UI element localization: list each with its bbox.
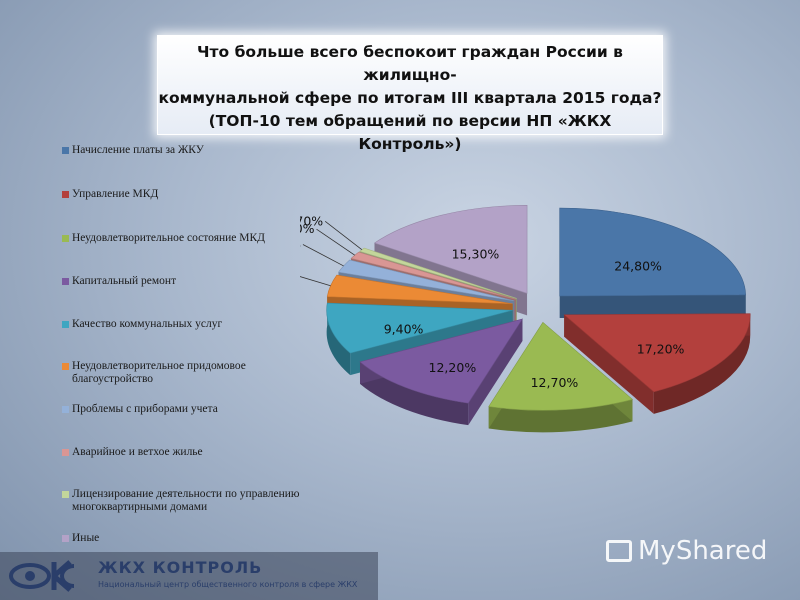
pie-label-3: 12,20% (429, 360, 477, 375)
watermark: MyShared (606, 536, 767, 566)
legend-swatch-9 (62, 535, 69, 542)
myshared-logo-icon (606, 540, 632, 562)
footer-banner: ЖКХ КОНТРОЛЬ Национальный центр обществе… (0, 552, 378, 600)
watermark-text: MyShared (638, 536, 768, 566)
legend-item-3: Капитальный ремонт (62, 275, 307, 288)
pie-label-6: 2,40% (300, 236, 301, 251)
legend-label-1: Управление МКД (72, 188, 159, 200)
chart-title-line-1: Что больше всего беспокоит граждан Росси… (197, 43, 623, 84)
leader-line-6 (302, 244, 344, 267)
legend-swatch-0 (62, 147, 69, 154)
legend-item-1: Управление МКД (62, 188, 307, 201)
legend-swatch-8 (62, 491, 69, 498)
leader-line-7 (316, 228, 356, 256)
pie-slice-2 (488, 321, 634, 433)
legend-label-9: Иные (72, 532, 100, 544)
legend-swatch-6 (62, 406, 69, 413)
legend-label-0: Начисление платы за ЖКУ (72, 144, 204, 156)
pie-label-8: 0,70% (300, 213, 323, 228)
pie-label-7: 1,30% (300, 221, 315, 236)
legend-label-2: Неудовлетворительное состояние МКД (72, 232, 266, 244)
legend-swatch-2 (62, 235, 69, 242)
pie-label-2: 12,70% (531, 375, 579, 390)
footer-title: ЖКХ КОНТРОЛЬ (98, 558, 263, 577)
legend-item-4: Качество коммунальных услуг (62, 318, 307, 331)
pie-slice-0 (559, 207, 746, 319)
pie-slice-1 (563, 313, 751, 414)
legend-item-0: Начисление платы за ЖКУ (62, 144, 307, 157)
legend-item-7: Аварийное и ветхое жилье (62, 446, 307, 459)
zhkh-kontrol-logo-icon (9, 560, 75, 592)
pie-label-1: 17,20% (637, 341, 685, 356)
footer-subtitle: Национальный центр общественного контрол… (98, 580, 358, 589)
legend-label-7: Аварийное и ветхое жилье (72, 446, 203, 458)
chart-title-line-3: (ТОП-10 тем обращений по версии НП «ЖКХ … (208, 112, 612, 153)
leader-line-8 (324, 220, 363, 251)
legend-label-6: Проблемы с приборами учета (72, 403, 218, 415)
legend-item-6: Проблемы с приборами учета (62, 403, 307, 416)
legend-label-5: Неудовлетворительное придомовое благоуст… (72, 360, 246, 385)
legend-item-9: Иные (62, 532, 307, 545)
legend-label-3: Капитальный ремонт (72, 275, 177, 287)
pie-chart: 24,80%17,20%12,70%12,20%9,40%4,00%2,40%1… (300, 205, 751, 433)
legend-swatch-3 (62, 278, 69, 285)
leader-line-5 (300, 276, 331, 287)
legend-item-8: Лицензирование деятельности по управлени… (62, 488, 307, 514)
legend-item-2: Неудовлетворительное состояние МКД (62, 232, 307, 245)
legend-swatch-5 (62, 363, 69, 370)
chart-title: Что больше всего беспокоит граждан Росси… (157, 35, 663, 153)
legend-label-4: Качество коммунальных услуг (72, 318, 223, 330)
chart-legend: Начисление платы за ЖКУ Управление МКД Н… (62, 140, 307, 550)
chart-title-line-2: коммунальной сфере по итогам III квартал… (158, 89, 662, 107)
pie-label-9: 15,30% (452, 247, 500, 262)
legend-swatch-7 (62, 449, 69, 456)
pie-label-4: 9,40% (384, 321, 424, 336)
legend-swatch-4 (62, 321, 69, 328)
legend-item-5: Неудовлетворительное придомовое благоуст… (62, 360, 307, 386)
legend-swatch-1 (62, 191, 69, 198)
legend-label-8: Лицензирование деятельности по управлени… (72, 488, 300, 513)
pie-label-0: 24,80% (614, 258, 662, 273)
pie-slice-3 (359, 318, 524, 426)
